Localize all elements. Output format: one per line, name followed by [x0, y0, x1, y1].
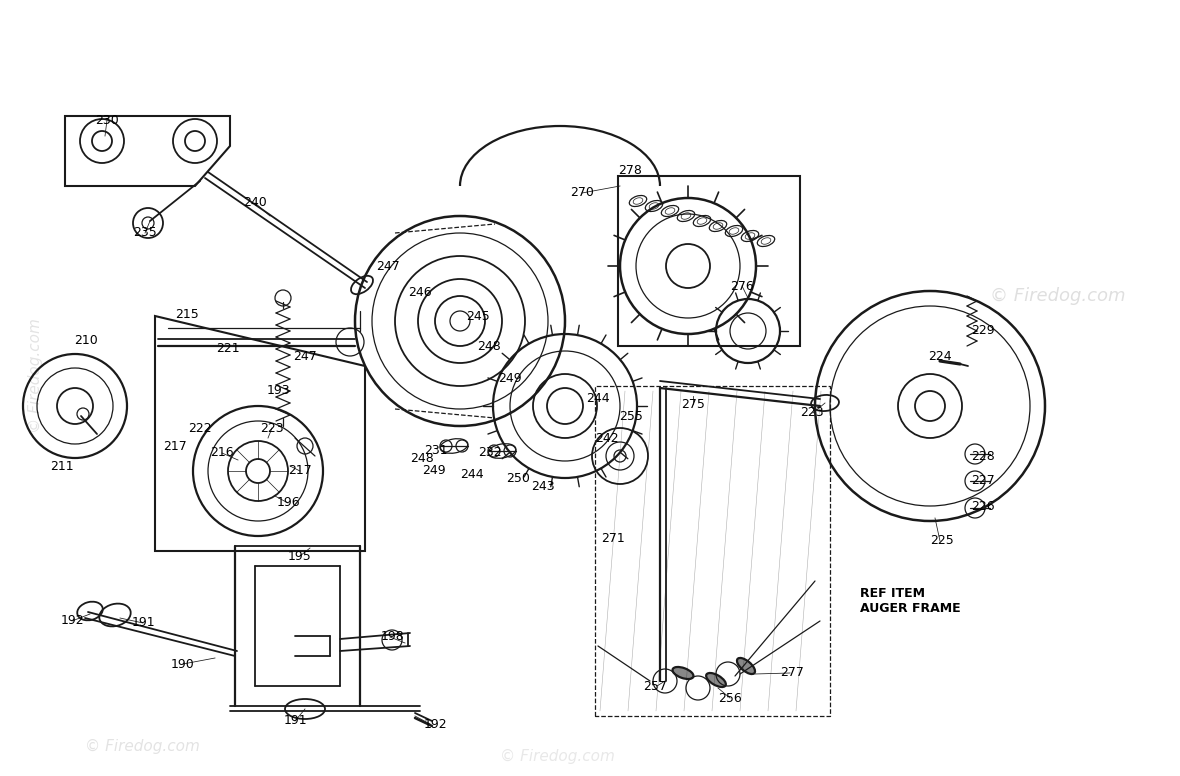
Text: 278: 278 — [618, 165, 642, 178]
Text: © Firedog.com: © Firedog.com — [28, 319, 42, 434]
Text: 221: 221 — [216, 341, 240, 355]
Text: 270: 270 — [570, 186, 594, 199]
Text: 240: 240 — [243, 196, 267, 210]
Text: 210: 210 — [74, 334, 98, 348]
Text: 244: 244 — [586, 392, 610, 404]
Text: 247: 247 — [376, 259, 400, 272]
Text: 271: 271 — [601, 532, 625, 545]
Text: 242: 242 — [595, 432, 618, 445]
Text: 196: 196 — [276, 497, 300, 510]
Text: 245: 245 — [466, 310, 490, 323]
Text: 247: 247 — [293, 349, 317, 362]
Text: 255: 255 — [620, 410, 643, 422]
Text: 217: 217 — [163, 439, 186, 452]
Text: 191: 191 — [283, 715, 307, 728]
Text: 193: 193 — [267, 384, 290, 397]
Ellipse shape — [738, 658, 755, 674]
Text: 227: 227 — [971, 474, 995, 487]
Text: 198: 198 — [381, 630, 405, 643]
Text: 211: 211 — [51, 459, 74, 473]
Text: 223: 223 — [800, 407, 824, 420]
Text: © Firedog.com: © Firedog.com — [500, 749, 615, 764]
Text: 248: 248 — [411, 452, 434, 465]
Text: 256: 256 — [719, 691, 742, 705]
Text: 275: 275 — [681, 397, 704, 411]
Text: 276: 276 — [730, 279, 754, 293]
Text: 244: 244 — [460, 467, 484, 480]
Text: 248: 248 — [477, 340, 500, 352]
Text: REF ITEM
AUGER FRAME: REF ITEM AUGER FRAME — [860, 587, 961, 615]
Text: 226: 226 — [971, 500, 995, 512]
Ellipse shape — [706, 673, 726, 687]
Text: 224: 224 — [929, 349, 952, 362]
Text: 222: 222 — [188, 421, 212, 435]
Text: 190: 190 — [171, 657, 195, 670]
Text: 250: 250 — [506, 472, 530, 484]
Text: 257: 257 — [643, 680, 667, 692]
Ellipse shape — [673, 667, 694, 679]
Text: 249: 249 — [422, 465, 446, 477]
Text: 235: 235 — [133, 227, 157, 240]
Text: 249: 249 — [498, 372, 522, 384]
Text: © Firedog.com: © Firedog.com — [85, 739, 199, 753]
Text: 230: 230 — [96, 113, 119, 126]
Text: 191: 191 — [131, 616, 155, 629]
Text: 225: 225 — [930, 535, 953, 548]
Text: 277: 277 — [780, 667, 804, 680]
Text: 217: 217 — [288, 465, 312, 477]
Text: 192: 192 — [424, 718, 447, 730]
Text: 223: 223 — [260, 421, 284, 435]
Text: 192: 192 — [60, 615, 84, 628]
Text: © Firedog.com: © Firedog.com — [990, 287, 1126, 305]
Text: 231: 231 — [424, 445, 448, 458]
Text: 229: 229 — [971, 324, 995, 338]
Text: 216: 216 — [210, 446, 234, 459]
Text: 243: 243 — [531, 480, 555, 493]
Text: 232: 232 — [478, 446, 502, 459]
Text: 215: 215 — [175, 307, 199, 320]
Text: 228: 228 — [971, 449, 995, 462]
Text: 195: 195 — [288, 549, 312, 563]
Text: 246: 246 — [408, 286, 432, 299]
